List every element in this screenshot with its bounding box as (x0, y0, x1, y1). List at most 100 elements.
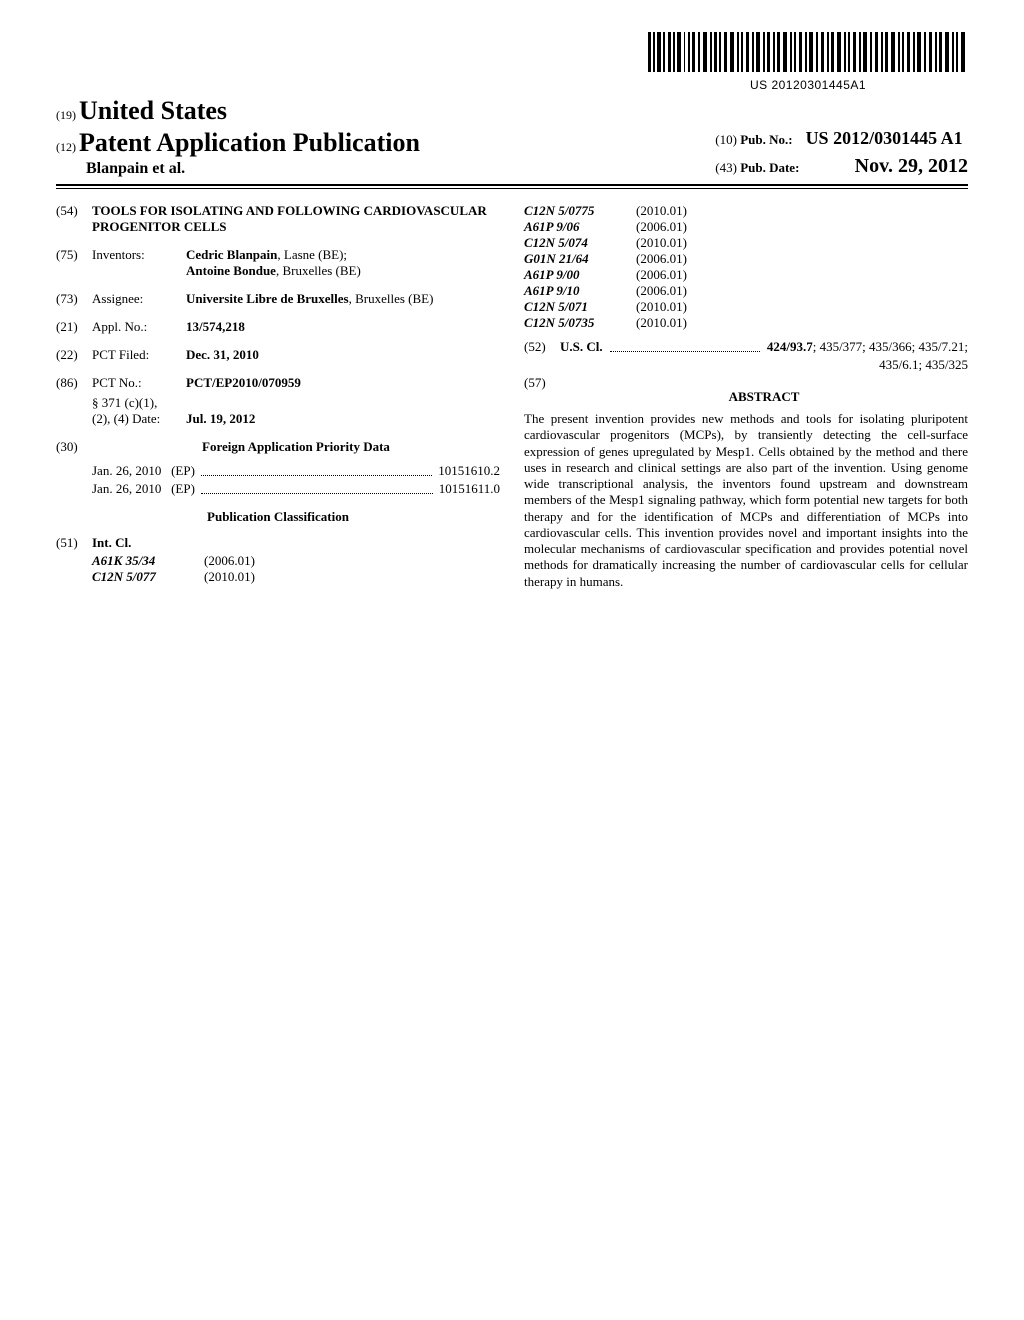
intcl-year: (2006.01) (636, 267, 968, 283)
intcl-cls: C12N 5/0735 (524, 315, 636, 331)
pubno-code: (10) (715, 132, 737, 147)
assignee-loc: , Bruxelles (BE) (349, 291, 434, 306)
value-applno: 13/574,218 (186, 319, 500, 335)
abstract-code: (57) (524, 375, 560, 411)
intcl-year: (2006.01) (636, 251, 968, 267)
field-pctfiled: (22) PCT Filed: Dec. 31, 2010 (56, 347, 500, 363)
pubno-label: Pub. No.: (740, 132, 792, 147)
inventor-1-loc: , Lasne (BE); (277, 247, 347, 262)
intcl-year: (2006.01) (636, 219, 968, 235)
intcl-year: (2006.01) (636, 283, 968, 299)
value-inventors: Cedric Blanpain, Lasne (BE); Antoine Bon… (186, 247, 500, 279)
label-applno: Appl. No.: (92, 319, 186, 335)
intcl-right-0: C12N 5/0775 (2010.01) (524, 203, 968, 219)
intcl-cls: A61K 35/34 (92, 553, 204, 569)
code-foreign: (30) (56, 439, 92, 455)
s371-line2: (2), (4) Date: (92, 411, 160, 426)
pubno: US 2012/0301445 A1 (806, 128, 963, 148)
pubdate-label: Pub. Date: (740, 160, 799, 175)
field-pctno: (86) PCT No.: PCT/EP2010/070959 (56, 375, 500, 391)
intcl-right-3: G01N 21/64 (2006.01) (524, 251, 968, 267)
label-pctfiled: PCT Filed: (92, 347, 186, 363)
priority-date-1: Jan. 26, 2010 (92, 481, 161, 497)
priority-num-1: 10151611.0 (439, 481, 500, 497)
uscl-rest-line1: ; 435/377; 435/366; 435/7.21; (813, 339, 968, 355)
field-inventors: (75) Inventors: Cedric Blanpain, Lasne (… (56, 247, 500, 279)
invention-title: TOOLS FOR ISOLATING AND FOLLOWING CARDIO… (92, 203, 500, 235)
priority-country-0: (EP) (171, 463, 195, 479)
authors: Blanpain et al. (56, 160, 420, 178)
label-s371: § 371 (c)(1), (2), (4) Date: (92, 395, 186, 427)
barcode-block: US 20120301445A1 (648, 32, 968, 92)
assignee-name: Universite Libre de Bruxelles (186, 291, 349, 306)
title-left: (19) United States (12) Patent Applicati… (56, 96, 420, 178)
abstract-text: The present invention provides new metho… (524, 411, 968, 590)
intcl-right-1: A61P 9/06 (2006.01) (524, 219, 968, 235)
intcl-year: (2010.01) (636, 203, 968, 219)
barcode-graphic (648, 32, 968, 76)
pubtype-code: (12) (56, 140, 76, 154)
field-applno: (21) Appl. No.: 13/574,218 (56, 319, 500, 335)
code-title: (54) (56, 203, 92, 235)
country-code: (19) (56, 108, 76, 122)
intcl-right-7: C12N 5/0735 (2010.01) (524, 315, 968, 331)
label-intcl: Int. Cl. (92, 535, 500, 551)
code-assignee: (73) (56, 291, 92, 307)
intcl-cls: A61P 9/00 (524, 267, 636, 283)
label-pctno: PCT No.: (92, 375, 186, 391)
priority-country-1: (EP) (171, 481, 195, 497)
intcl-cls: A61P 9/10 (524, 283, 636, 299)
pubtype: Patent Application Publication (79, 128, 420, 157)
label-inventors: Inventors: (92, 247, 186, 279)
code-inventors: (75) (56, 247, 92, 279)
field-uscl: (52) U.S. Cl. 424/93.7; 435/377; 435/366… (524, 339, 968, 373)
s371-line1: § 371 (c)(1), (92, 395, 157, 410)
uscl-rest-line2: 435/6.1; 435/325 (524, 357, 968, 373)
intcl-right-5: A61P 9/10 (2006.01) (524, 283, 968, 299)
intcl-year: (2010.01) (636, 315, 968, 331)
intcl-cls: C12N 5/071 (524, 299, 636, 315)
field-assignee: (73) Assignee: Universite Libre de Bruxe… (56, 291, 500, 307)
label-assignee: Assignee: (92, 291, 186, 307)
value-assignee: Universite Libre de Bruxelles, Bruxelles… (186, 291, 500, 307)
country: United States (79, 96, 227, 125)
intcl-right-6: C12N 5/071 (2010.01) (524, 299, 968, 315)
intcl-year: (2010.01) (204, 569, 500, 585)
intcl-year: (2010.01) (636, 235, 968, 251)
intcl-year: (2010.01) (636, 299, 968, 315)
field-s371: § 371 (c)(1), (2), (4) Date: Jul. 19, 20… (56, 395, 500, 427)
intcl-cls: A61P 9/06 (524, 219, 636, 235)
code-uscl: (52) (524, 339, 560, 355)
field-title: (54) TOOLS FOR ISOLATING AND FOLLOWING C… (56, 203, 500, 235)
intcl-cls: C12N 5/077 (92, 569, 204, 585)
barcode-area: US 20120301445A1 (56, 32, 968, 92)
inventor-1: Cedric Blanpain (186, 247, 277, 262)
value-pctno: PCT/EP2010/070959 (186, 375, 500, 391)
dots-icon (610, 339, 760, 352)
code-intcl: (51) (56, 535, 92, 551)
divider (56, 188, 968, 189)
field-foreign-heading: (30) Foreign Application Priority Data (56, 439, 500, 455)
columns: (54) TOOLS FOR ISOLATING AND FOLLOWING C… (56, 203, 968, 590)
intcl-cls: C12N 5/0775 (524, 203, 636, 219)
intcl-right-2: C12N 5/074 (2010.01) (524, 235, 968, 251)
right-column: C12N 5/0775 (2010.01) A61P 9/06 (2006.01… (524, 203, 968, 590)
pubdate-code: (43) (715, 160, 737, 175)
title-right: (10) Pub. No.: US 2012/0301445 A1 (43) P… (715, 128, 968, 178)
abstract-heading: ABSTRACT (560, 389, 968, 405)
pubclass-heading: Publication Classification (56, 509, 500, 525)
pubdate: Nov. 29, 2012 (855, 155, 968, 177)
uscl-primary: 424/93.7 (767, 339, 813, 355)
code-pctno: (86) (56, 375, 92, 391)
intcl-cls: G01N 21/64 (524, 251, 636, 267)
field-intcl: (51) Int. Cl. (56, 535, 500, 551)
priority-row-1: Jan. 26, 2010 (EP) 10151611.0 (56, 481, 500, 497)
dots-icon (201, 463, 432, 476)
left-column: (54) TOOLS FOR ISOLATING AND FOLLOWING C… (56, 203, 500, 590)
intcl-year: (2006.01) (204, 553, 500, 569)
priority-date-0: Jan. 26, 2010 (92, 463, 161, 479)
code-pctfiled: (22) (56, 347, 92, 363)
intcl-left-1: C12N 5/077 (2010.01) (56, 569, 500, 585)
intcl-right-4: A61P 9/00 (2006.01) (524, 267, 968, 283)
code-applno: (21) (56, 319, 92, 335)
